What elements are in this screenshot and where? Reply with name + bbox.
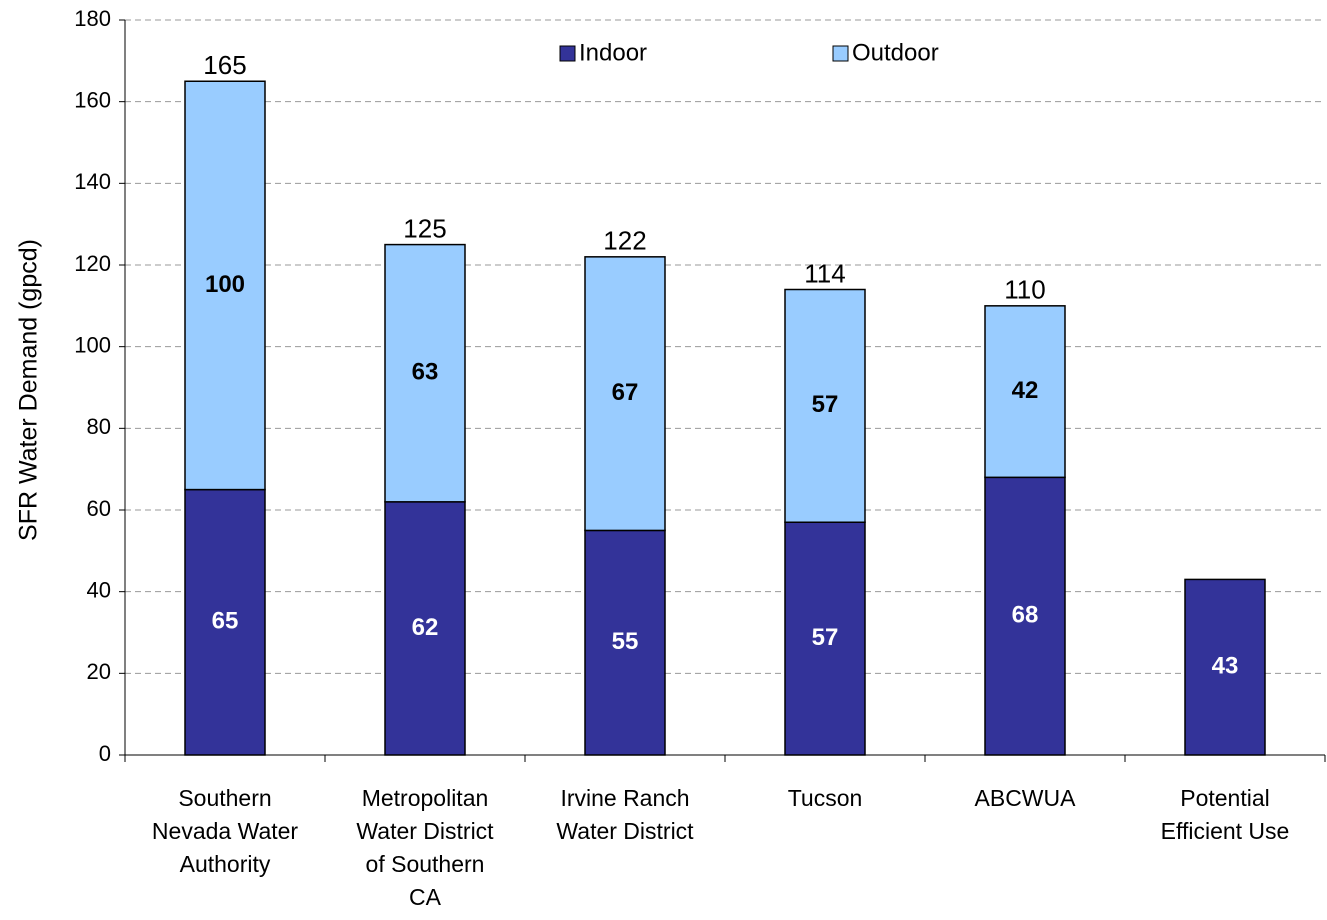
y-tick-label: 100 — [74, 332, 111, 357]
y-tick-label: 140 — [74, 169, 111, 194]
bar-segment — [584, 529, 666, 756]
data-label: 100 — [205, 271, 245, 298]
total-label: 114 — [804, 258, 845, 288]
bar-segment — [584, 256, 666, 532]
bar-segment — [384, 501, 466, 756]
data-label: 63 — [412, 359, 439, 386]
bar-segment — [984, 476, 1066, 756]
x-tick-label: Irvine Ranch — [560, 785, 689, 811]
y-tick-label: 80 — [87, 414, 111, 439]
legend-label: Outdoor — [852, 39, 939, 66]
legend-swatch — [559, 45, 576, 62]
x-tick-label: CA — [409, 884, 442, 910]
data-label: 57 — [812, 391, 839, 418]
x-tick-label: of Southern — [366, 851, 485, 877]
data-label: 55 — [612, 628, 639, 655]
bar-segment — [1184, 578, 1266, 756]
x-tick-label: Water District — [356, 818, 494, 844]
y-tick-label: 180 — [74, 6, 111, 31]
y-tick-label: 120 — [74, 251, 111, 276]
x-tick-label: Potential — [1180, 785, 1270, 811]
y-tick-label: 160 — [74, 87, 111, 112]
y-tick-label: 20 — [87, 659, 111, 684]
total-label: 122 — [603, 226, 646, 256]
data-label: 68 — [1012, 602, 1039, 629]
bar-segment — [184, 80, 266, 491]
data-label: 43 — [1212, 653, 1239, 680]
bar-segment — [384, 243, 466, 503]
x-tick-label: Southern — [178, 785, 271, 811]
x-tick-label: Efficient Use — [1161, 818, 1290, 844]
x-tick-label: Authority — [180, 851, 271, 877]
x-tick-label: Nevada Water — [152, 818, 298, 844]
x-tick-label: ABCWUA — [975, 785, 1077, 811]
y-tick-label: 0 — [99, 741, 111, 766]
y-axis-label: SFR Water Demand (gpcd) — [15, 239, 43, 541]
legend-swatch — [832, 45, 849, 62]
total-label: 110 — [1004, 275, 1045, 305]
data-label: 42 — [1012, 377, 1039, 404]
data-label: 65 — [212, 608, 239, 635]
y-tick-label: 40 — [87, 577, 111, 602]
y-tick-label: 60 — [87, 496, 111, 521]
total-label: 125 — [403, 213, 446, 243]
total-label: 165 — [203, 50, 246, 80]
x-tick-label: Water District — [556, 818, 694, 844]
bar-segment — [784, 521, 866, 756]
legend-label: Indoor — [579, 39, 647, 66]
data-label: 57 — [812, 624, 839, 651]
bar-segment — [984, 305, 1066, 479]
data-label: 62 — [412, 614, 439, 641]
bar-segment — [784, 288, 866, 523]
data-label: 67 — [612, 379, 639, 406]
bar-segment — [184, 488, 266, 756]
x-tick-label: Metropolitan — [362, 785, 489, 811]
x-tick-label: Tucson — [788, 785, 863, 811]
